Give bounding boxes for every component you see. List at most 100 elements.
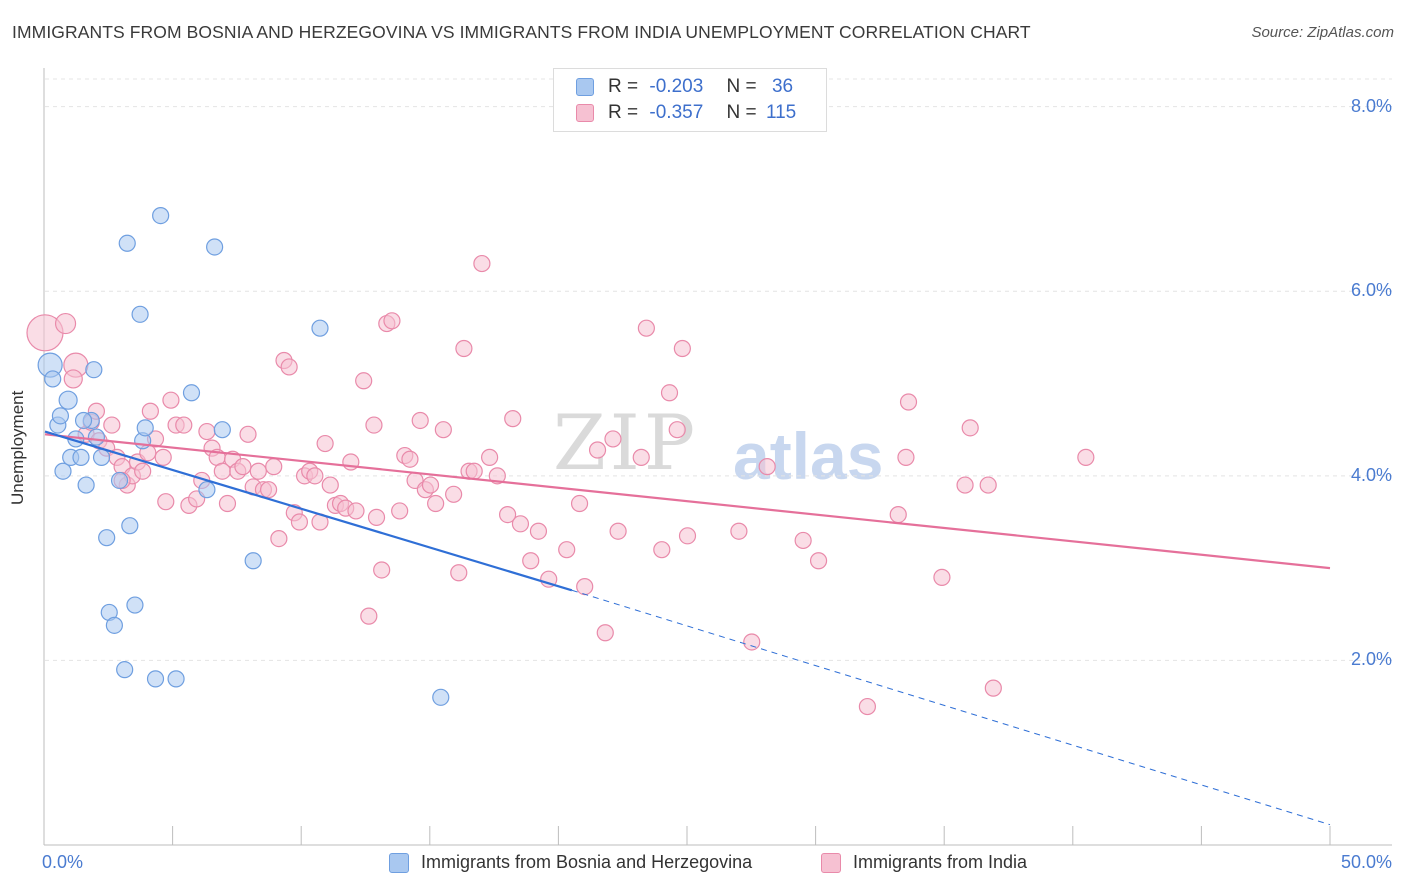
india-point-20 [157,493,175,511]
legend-n-label: N = [726,102,757,123]
bottom-legend-swatch-india [821,853,841,874]
india-point-93 [609,522,627,540]
india-point-111 [956,476,974,494]
india-point-95 [637,319,655,337]
india-point-78 [473,254,491,273]
india-point-84 [522,552,540,570]
legend-row-india: R = -0.357 N = 115 [576,101,796,125]
india-point-68 [411,411,429,430]
india-point-92 [604,430,622,448]
india-point-114 [984,679,1002,697]
india-point-89 [576,577,594,596]
india-point-61 [373,561,391,579]
india-point-41 [270,529,288,548]
india-point-34 [234,458,252,476]
legend-n-value-india: 115 [765,102,797,123]
india-point-21 [162,391,180,409]
india-point-100 [678,527,697,545]
bosnia-point-18 [116,661,134,679]
bosnia-point-5 [58,390,78,410]
bosnia-point-17 [110,471,129,490]
india-point-75 [455,339,473,358]
india-point-85 [529,522,548,540]
india-point-80 [488,467,506,485]
bosnia-point-25 [146,670,165,688]
india-point-51 [321,476,339,494]
trend-line-bosnia [44,430,573,592]
india-point-81 [499,506,517,524]
india-point-79 [481,448,499,466]
bottom-legend-india: Immigrants from India [821,852,1028,874]
india-point-57 [355,372,373,390]
bosnia-point-11 [85,361,103,379]
watermark-zip: ZIP [553,398,699,487]
y-tick-label-3: 8.0% [1350,95,1392,116]
bosnia-point-16 [105,616,123,634]
india-point-82 [504,410,522,428]
legend-r-value-bosnia: -0.203 [649,76,704,97]
india-point-45 [290,513,309,531]
series-bosnia-points [37,206,450,706]
india-point-1 [54,312,77,335]
legend-swatch-bosnia [576,77,594,96]
india-point-113 [979,476,997,494]
bosnia-point-19 [118,234,136,252]
bosnia-point-34 [432,688,450,706]
india-point-58 [360,607,378,625]
india-point-56 [347,502,365,520]
bosnia-point-30 [206,238,224,256]
india-point-31 [218,494,237,513]
india-point-110 [933,568,951,586]
india-point-108 [897,448,915,466]
axes [43,68,1392,846]
india-point-39 [259,481,278,499]
bosnia-point-31 [213,421,231,439]
legend-swatch-india [576,103,594,122]
bosnia-point-28 [182,384,201,402]
bosnia-point-24 [136,419,154,437]
india-point-50 [316,434,334,453]
india-point-98 [668,421,686,439]
india-point-70 [421,476,440,494]
y-tick-label-1: 4.0% [1350,464,1392,485]
y-axis-label: Unemployment [8,390,27,505]
india-point-59 [365,416,383,434]
correlation-legend: R = -0.203 N = 36 R = -0.357 N = 115 [553,68,827,132]
india-point-101 [730,522,748,540]
series-india-points [26,254,1095,716]
india-point-71 [427,494,445,513]
india-point-9 [103,416,121,434]
india-point-90 [588,441,607,459]
india-point-94 [632,448,650,466]
bosnia-point-27 [167,670,185,688]
bottom-legend-label-india: Immigrants from India [853,852,1028,872]
bosnia-point-14 [98,529,116,547]
bosnia-point-26 [152,206,170,225]
india-point-99 [673,339,691,358]
india-point-83 [511,515,530,533]
india-point-115 [1077,448,1095,466]
india-point-109 [899,393,918,411]
watermark-atlas: atlas [733,419,884,493]
india-point-64 [391,502,409,520]
india-point-27 [198,422,216,441]
legend-r-label: R = [608,102,639,123]
trend-line-bosnia-extrapolated [571,589,1331,826]
chart-source: Source: ZipAtlas.com [1251,24,1394,41]
india-point-37 [249,462,267,480]
y-tick-label-0: 2.0% [1350,649,1392,670]
bosnia-point-35 [74,411,93,430]
bosnia-point-21 [126,596,144,614]
gridlines [45,78,1392,661]
india-point-103 [758,458,776,476]
legend-r-label: R = [608,76,639,97]
legend-row-bosnia: R = -0.203 N = 36 [576,75,793,99]
india-point-35 [239,425,257,443]
india-point-40 [265,458,283,476]
india-point-97 [660,384,679,402]
bosnia-point-4 [54,462,72,480]
bosnia-point-32 [244,552,262,570]
bosnia-point-33 [311,319,329,337]
india-point-3 [63,369,83,389]
bosnia-point-1 [44,370,62,388]
